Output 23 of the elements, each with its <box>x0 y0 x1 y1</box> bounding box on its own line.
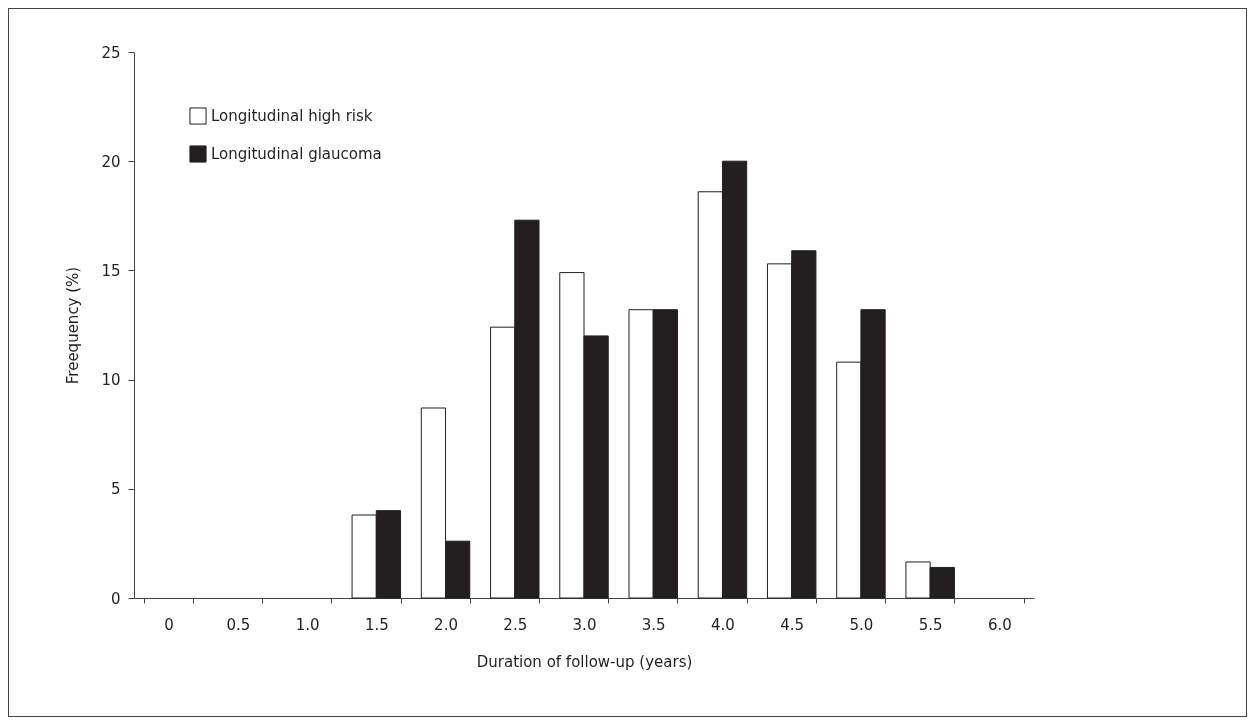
x-tick-label: 2.0 <box>434 615 458 634</box>
x-tick-label: 0 <box>164 615 174 634</box>
x-tick-label: 4.5 <box>780 615 805 634</box>
x-tick-label: 1.5 <box>364 615 389 634</box>
legend-label: Longitudinal high risk <box>211 107 373 125</box>
y-axis-title: Freequency (%) <box>64 266 83 385</box>
x-tick-label: 5.0 <box>849 615 874 634</box>
x-tick-label: 1.0 <box>295 615 320 634</box>
y-tick-label: 10 <box>101 371 121 390</box>
y-tick-label: 5 <box>110 480 121 499</box>
y-tick-label: 0 <box>110 589 121 608</box>
x-tick-label: 5.5 <box>918 615 943 634</box>
x-tick-label: 3.5 <box>641 615 666 634</box>
y-tick-label: 20 <box>101 152 121 171</box>
legend-label: Longitudinal glaucoma <box>211 145 382 163</box>
x-axis-title: Duration of follow-up (years) <box>476 652 693 671</box>
x-tick-label: 4.0 <box>711 615 735 634</box>
x-tick-label: 2.5 <box>503 615 528 634</box>
x-tick-label: 0.5 <box>226 615 251 634</box>
y-tick-label: 15 <box>101 261 121 280</box>
x-tick-label: 6.0 <box>987 615 1012 634</box>
y-tick-label: 25 <box>101 43 121 62</box>
x-tick-label: 3.0 <box>572 615 597 634</box>
